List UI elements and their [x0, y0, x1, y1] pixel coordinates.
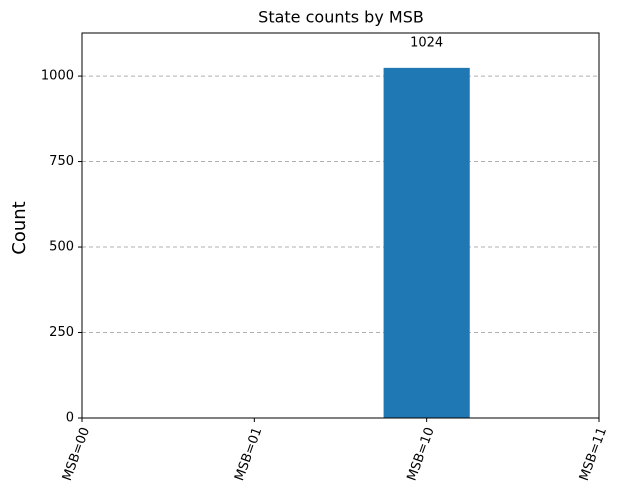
x-tick-label: MSB=00 [60, 425, 93, 483]
bar [383, 67, 470, 418]
y-tick-label: 500 [49, 240, 74, 255]
y-tick-label: 1000 [41, 69, 74, 84]
y-tick-label: 250 [49, 325, 74, 340]
y-axis-label: Count [9, 201, 30, 254]
x-tick-label: MSB=01 [232, 425, 265, 483]
y-tick-label: 750 [49, 154, 74, 169]
x-tick-label: MSB=10 [405, 425, 438, 483]
y-tick-label: 0 [66, 411, 74, 426]
chart-title: State counts by MSB [258, 8, 424, 27]
value-label: 1024 [410, 35, 443, 50]
plot-frame [81, 32, 600, 419]
x-tick-label: MSB=11 [577, 425, 610, 483]
